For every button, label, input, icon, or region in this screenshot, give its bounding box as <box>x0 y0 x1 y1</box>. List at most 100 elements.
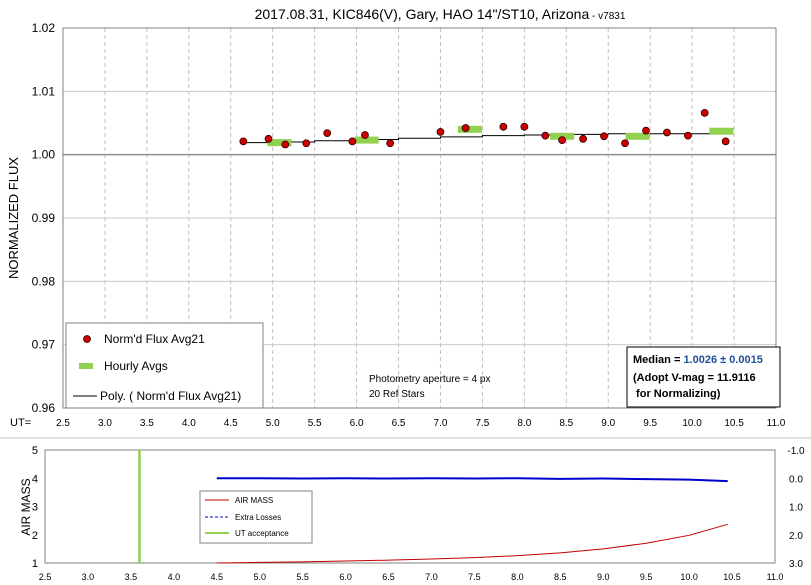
hourly-avg-bar <box>625 132 650 140</box>
hourly-avg-bar <box>267 139 292 147</box>
poly-fit-line <box>243 133 730 144</box>
bottom-x-tick-label: 5.5 <box>296 572 309 582</box>
median-value: 1.0026 ± 0.0015 <box>683 354 762 366</box>
top-x-tick-label: 6.5 <box>392 418 406 429</box>
legend-flux-label: Norm'd Flux Avg21 <box>104 332 205 346</box>
hourly-avg-bar <box>709 127 734 135</box>
flux-point <box>642 126 650 135</box>
flux-point <box>663 128 671 137</box>
top-x-tick-label: 8.0 <box>517 418 531 429</box>
legend-hourly-marker <box>79 363 93 369</box>
legend-flux-marker <box>83 335 91 343</box>
bottom-y2-tick-label: 0.0 <box>789 474 803 485</box>
top-y-tick-label: 0.96 <box>32 401 56 415</box>
flux-point <box>621 139 629 148</box>
bottom-x-tick-label: 7.0 <box>425 572 438 582</box>
chart-title: 2017.08.31, KIC846(V), Gary, HAO 14"/ST1… <box>255 6 626 22</box>
bottom-x-tick-label: 2.5 <box>39 572 52 582</box>
top-x-tick-label: 5.5 <box>308 418 322 429</box>
hourly-avg-bar <box>457 125 482 133</box>
bottom-y2-tick-label: 3.0 <box>789 559 803 570</box>
ref-stars-note: 20 Ref Stars <box>369 389 425 400</box>
chart-title-suffix: - v7831 <box>589 11 626 22</box>
flux-point <box>684 131 692 140</box>
bottom-y2-tick-label: 2.0 <box>789 531 803 542</box>
median-line: Median = 1.0026 ± 0.0015 <box>633 354 763 366</box>
flux-point <box>520 122 529 131</box>
flux-point <box>361 131 369 139</box>
top-y-tick-label: 1.00 <box>32 148 56 162</box>
extra-losses-line <box>216 477 728 483</box>
bottom-x-tick-label: 6.5 <box>382 572 395 582</box>
top-x-tick-label: 9.5 <box>643 418 657 429</box>
top-x-tick-labels: 2.5 3.0 3.5 4.0 4.5 5.0 5.5 6.0 6.5 7.0 7.5 8.0 8.5 9… <box>56 418 786 429</box>
hourly-avg-bar <box>354 136 379 144</box>
top-x-tick-label: 7.0 <box>434 418 448 429</box>
bottom-series-layer <box>138 450 728 564</box>
bottom-x-tick-label: 3.5 <box>125 572 138 582</box>
top-x-tick-label: 6.0 <box>350 418 364 429</box>
legend-poly-label: Poly. ( Norm'd Flux Avg21) <box>100 389 241 403</box>
bottom-x-tick-labels: 2.5 3.0 3.5 4.0 4.5 5.0 5.5 6.0 6.5 7.0 7.5 8.0 8.5 9… <box>39 572 784 582</box>
top-y-tick-label: 1.02 <box>32 21 56 35</box>
flux-point <box>700 108 709 117</box>
bottom-y-axis-label: AIR MASS <box>19 478 33 535</box>
bottom-x-tick-label: 8.0 <box>511 572 524 582</box>
top-x-tick-label: 8.5 <box>559 418 573 429</box>
bottom-legend: AIR MASS Extra Losses UT acceptance <box>199 490 313 544</box>
bottom-x-tick-label: 9.5 <box>640 572 653 582</box>
top-y-tick-label: 0.97 <box>32 338 56 352</box>
flux-point <box>281 140 290 149</box>
bottom-x-tick-label: 7.5 <box>468 572 481 582</box>
top-x-tick-label: 3.0 <box>98 418 112 429</box>
bottom-y2-tick-label: 1.0 <box>789 503 803 514</box>
top-x-tick-label: 2.5 <box>56 418 70 429</box>
bottom-plot-frame <box>44 449 776 564</box>
flux-point <box>579 134 587 143</box>
median-box: Median = 1.0026 ± 0.0015 (Adopt V-mag = … <box>626 346 781 408</box>
bottom-x-tick-label: 10.0 <box>680 572 698 582</box>
top-x-tick-label: 9.0 <box>601 418 615 429</box>
top-x-tick-label: 11.0 <box>767 418 786 429</box>
top-legend-box <box>65 322 264 409</box>
top-y-tick-label: 0.99 <box>32 211 56 225</box>
bottom-x-tick-label: 6.0 <box>339 572 352 582</box>
flux-point <box>461 124 470 132</box>
flux-point <box>558 136 566 145</box>
top-x-tick-label: 3.5 <box>140 418 154 429</box>
top-y-tick-labels: 0.96 0.97 0.98 0.99 1.00 1.01 1.02 <box>32 21 56 415</box>
top-x-tick-label: 10.0 <box>682 418 702 429</box>
top-grid <box>63 28 776 408</box>
bottom-x-tick-label: 5.0 <box>253 572 266 582</box>
aperture-note: Photometry aperture = 4 px <box>369 374 490 385</box>
flux-point <box>436 127 445 136</box>
adopt-vmag-line: (Adopt V-mag = 11.9116 <box>633 372 756 384</box>
median-label: Median = <box>633 354 683 366</box>
bottom-y-tick-labels: 1 2 3 4 5 <box>32 445 38 570</box>
legend-extra-losses-label: Extra Losses <box>235 513 281 522</box>
median-box-frame <box>626 346 781 408</box>
top-x-tick-label: 10.5 <box>724 418 744 429</box>
chart-title-main: 2017.08.31, KIC846(V), Gary, HAO 14"/ST1… <box>255 6 590 22</box>
bottom-y-tick-label: 4 <box>32 473 38 485</box>
top-legend: Norm'd Flux Avg21 Hourly Avgs Poly. ( No… <box>65 322 264 409</box>
legend-hourly-label: Hourly Avgs <box>104 359 168 373</box>
bottom-y-tick-label: 2 <box>32 530 38 542</box>
bottom-x-tick-label: 9.0 <box>597 572 610 582</box>
flux-point <box>264 134 273 143</box>
flux-point <box>239 137 248 146</box>
flux-point <box>302 139 311 148</box>
flux-point <box>600 132 608 141</box>
normalizing-line: for Normalizing) <box>633 388 721 400</box>
top-y-tick-label: 1.01 <box>32 84 56 98</box>
bottom-y2-tick-label: -1.0 <box>787 446 805 457</box>
top-y-tick-label: 0.98 <box>32 274 56 288</box>
legend-ut-acceptance-label: UT acceptance <box>235 529 289 538</box>
top-x-tick-label: 7.5 <box>475 418 489 429</box>
flux-point <box>348 137 357 146</box>
bottom-x-tick-label: 4.0 <box>168 572 181 582</box>
bottom-y-tick-label: 5 <box>32 445 38 457</box>
bottom-x-tick-label: 10.5 <box>723 572 741 582</box>
top-x-tick-label: 4.5 <box>224 418 238 429</box>
air-mass-line <box>216 523 728 564</box>
